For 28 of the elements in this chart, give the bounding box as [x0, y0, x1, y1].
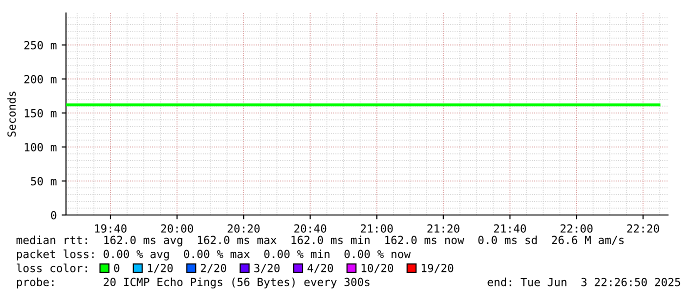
text: median rtt: 162.0 ms avg 162.0 ms max 162.0 ms min 162.0 ms now 0.0 ms sd 26.6 M am/s [16, 236, 624, 246]
x-tick-label: 20:00 [161, 224, 194, 233]
legend-label: 1/20 [148, 264, 173, 274]
legend-label: 0 [114, 264, 120, 272]
legend-title: loss color: [16, 264, 87, 272]
x-tick-label: 20:40 [294, 224, 326, 233]
legend-label: 10/20 [362, 264, 394, 274]
y-axis-title: Seconds [7, 92, 16, 137]
legend-label: 19/20 [422, 264, 454, 274]
x-tick-label: 22:00 [560, 224, 593, 233]
y-tick-label: 200 m [24, 74, 56, 84]
x-tick-label: 21:20 [427, 224, 460, 233]
text: probe: 20 ICMP Echo Pings (56 Bytes) every 300s [17, 278, 370, 288]
legend-label: 2/20 [200, 264, 226, 274]
y-tick-label: 0 [51, 211, 56, 220]
legend-label: 4/20 [308, 264, 333, 274]
y-tick-label: 250 m [24, 40, 56, 50]
y-tick-label: 50 m [30, 177, 56, 186]
text: packet loss: 0.00 % avg 0.00 % max 0.00 % min 0.00 % now [17, 250, 411, 260]
x-tick-label: 20:20 [228, 224, 260, 233]
legend-label: 3/20 [254, 264, 280, 274]
y-tick-label: 150 m [24, 108, 56, 118]
text: end: Tue Jun 3 22:26:50 2025 [488, 278, 680, 286]
x-tick-label: 19:40 [95, 224, 126, 233]
x-tick-label: 21:40 [494, 224, 526, 233]
x-tick-label: 22:20 [627, 224, 660, 233]
y-tick-label: 100 m [24, 142, 56, 152]
x-tick-label: 21:00 [360, 224, 393, 233]
